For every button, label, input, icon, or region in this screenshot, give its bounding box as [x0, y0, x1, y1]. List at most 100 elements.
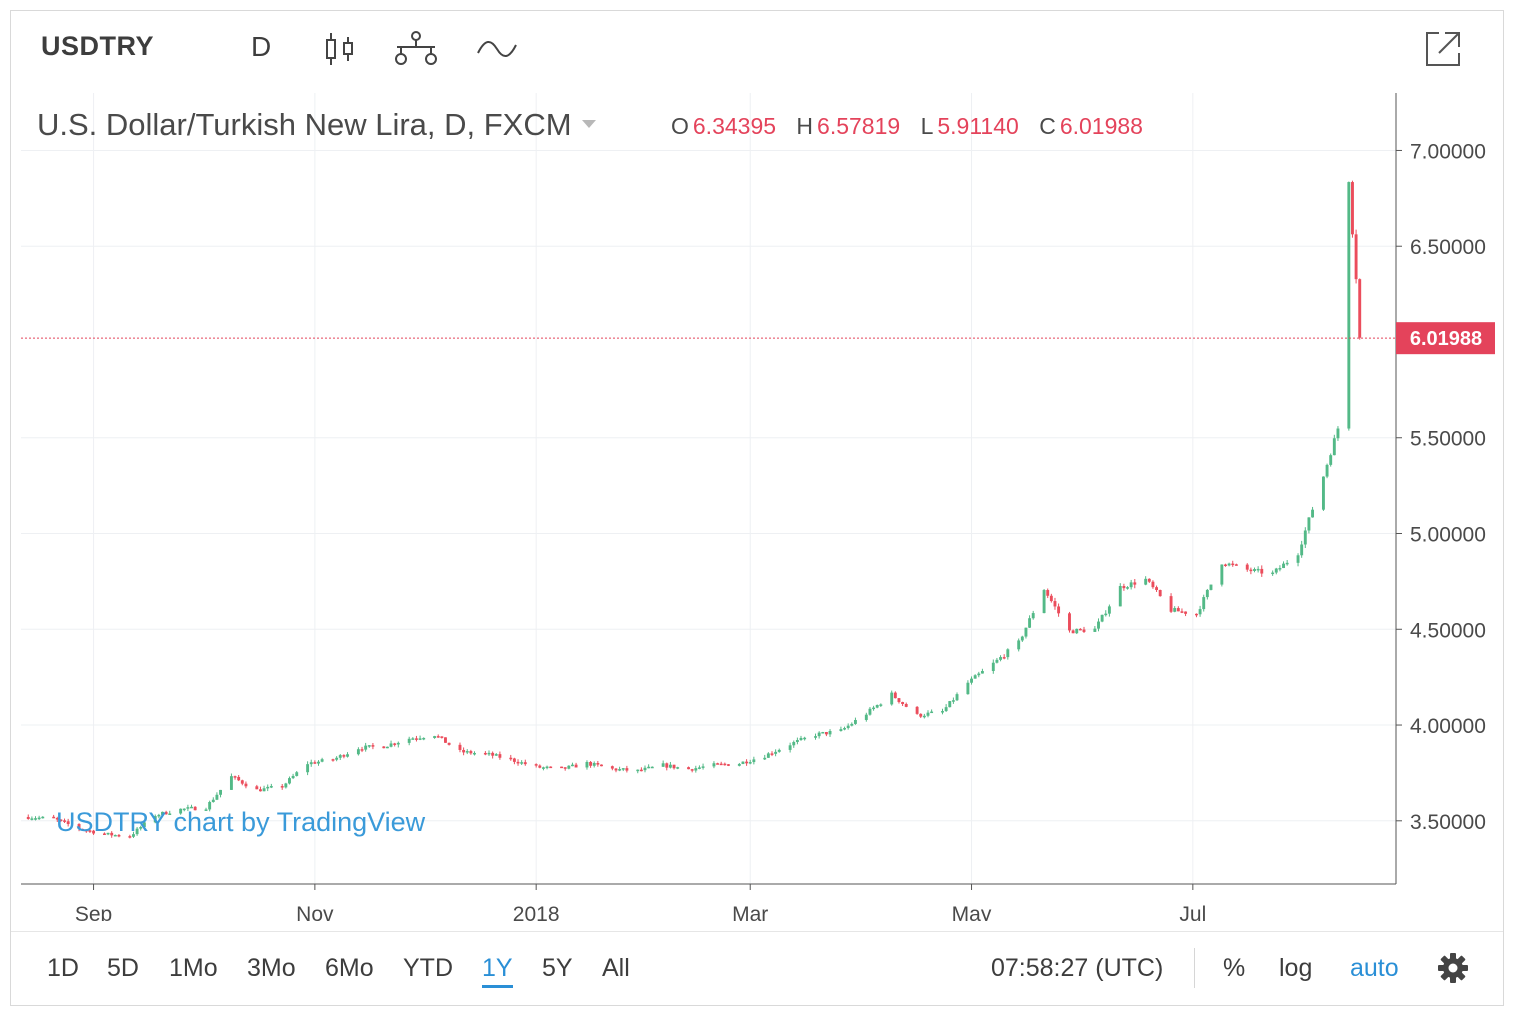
- candle-body: [59, 819, 63, 822]
- candle-body: [777, 749, 781, 752]
- candle-body: [367, 745, 371, 747]
- candle-body: [128, 836, 132, 838]
- dropdown-caret-icon[interactable]: [581, 119, 596, 128]
- candle-body: [371, 745, 375, 747]
- candle-body: [483, 752, 487, 755]
- candle-body: [1118, 586, 1122, 607]
- candle-body: [473, 752, 476, 755]
- candle-body: [897, 698, 901, 703]
- series-title[interactable]: U.S. Dollar/Turkish New Lira, D, FXCM: [37, 107, 572, 142]
- candle-body: [1144, 578, 1148, 585]
- candle-body: [360, 749, 364, 751]
- candles: [26, 180, 1362, 839]
- candle-body: [1068, 613, 1071, 631]
- candle-body: [549, 766, 553, 769]
- y-tick-label: 5.00000: [1410, 524, 1486, 547]
- candle-body: [153, 816, 157, 823]
- candle-body: [1126, 587, 1129, 589]
- candle-body: [288, 778, 291, 784]
- candle-body: [331, 759, 335, 761]
- candle-body: [168, 813, 172, 815]
- range-all[interactable]: All: [602, 954, 630, 982]
- candle-body: [951, 700, 955, 702]
- candle-body: [436, 736, 440, 738]
- candle-body: [66, 821, 70, 825]
- candlestick-icon[interactable]: [323, 29, 357, 69]
- candle-body: [766, 753, 770, 758]
- candle-body: [1133, 582, 1137, 585]
- candle-body: [763, 757, 767, 760]
- candle-body: [850, 723, 854, 726]
- range-6mo[interactable]: 6Mo: [325, 954, 374, 982]
- candle-body: [538, 765, 542, 768]
- candle-body: [447, 742, 451, 745]
- range-1d[interactable]: 1D: [47, 954, 79, 982]
- range-1mo[interactable]: 1Mo: [169, 954, 218, 982]
- candle-body: [574, 764, 578, 768]
- candle-body: [1046, 590, 1050, 596]
- candle-body: [1245, 564, 1249, 570]
- candle-body: [875, 704, 879, 708]
- candle-body: [970, 678, 973, 683]
- auto-toggle[interactable]: auto: [1350, 954, 1399, 982]
- range-5y[interactable]: 5Y: [542, 954, 573, 982]
- price-chart[interactable]: 7.00000 6.50000 5.50000 5.00000 4.50000 4.000…: [11, 11, 1505, 921]
- gear-icon[interactable]: [1435, 950, 1471, 986]
- candle-body: [258, 789, 262, 792]
- utc-clock[interactable]: 07:58:27 (UTC): [991, 954, 1164, 982]
- candle-body: [52, 816, 56, 819]
- candle-body: [385, 746, 389, 749]
- candle-body: [1347, 182, 1351, 429]
- candle-body: [1325, 464, 1329, 477]
- candle-body: [944, 707, 948, 712]
- candle-body: [973, 675, 977, 679]
- range-ytd[interactable]: YTD: [403, 954, 453, 982]
- range-1y[interactable]: 1Y: [482, 954, 513, 988]
- candle-body: [1169, 596, 1173, 612]
- candle-body: [34, 818, 37, 820]
- candle-body: [280, 786, 284, 788]
- open-value: 6.34395: [692, 113, 777, 139]
- candle-body: [1093, 628, 1097, 632]
- candle-body: [941, 711, 944, 713]
- last-price-badge: [1396, 322, 1495, 355]
- candle-body: [618, 769, 622, 771]
- candle-body: [30, 818, 34, 820]
- range-5d[interactable]: 5D: [107, 954, 139, 982]
- candle-body: [864, 714, 868, 720]
- y-tick-label: 5.50000: [1410, 428, 1486, 451]
- percent-toggle[interactable]: %: [1223, 954, 1246, 982]
- compare-icon[interactable]: [391, 29, 441, 69]
- candle-body: [204, 809, 208, 811]
- candle-body: [1303, 530, 1307, 545]
- candle-body: [999, 657, 1003, 660]
- candle-body: [901, 702, 905, 705]
- candle-body: [407, 738, 411, 743]
- symbol-search[interactable]: USDTRY: [41, 31, 155, 61]
- indicators-icon[interactable]: [476, 29, 518, 69]
- popout-icon[interactable]: [1423, 29, 1463, 69]
- candle-body: [1097, 621, 1100, 629]
- candle-body: [980, 671, 984, 674]
- candle-body: [1231, 563, 1235, 566]
- tradingview-link[interactable]: USDTRY chart by TradingView: [56, 807, 426, 837]
- candle-body: [444, 737, 447, 743]
- candle-body: [1155, 587, 1159, 590]
- candle-body: [868, 708, 872, 715]
- candle-body: [157, 814, 161, 817]
- candle-body: [1300, 544, 1304, 556]
- candle-body: [1195, 613, 1198, 616]
- interval-selector[interactable]: D: [251, 31, 272, 62]
- candle-body: [774, 751, 778, 754]
- log-toggle[interactable]: log: [1279, 954, 1313, 982]
- x-axis-labels: Sep Nov 2018 Mar May Jul: [75, 903, 1206, 921]
- range-3mo[interactable]: 3Mo: [247, 954, 296, 982]
- candle-body: [639, 769, 643, 772]
- candle-body: [614, 768, 618, 771]
- candle-body: [208, 802, 212, 810]
- candle-body: [462, 749, 466, 753]
- last-price-marker: 6.01988: [21, 322, 1495, 355]
- candle-body: [948, 701, 952, 708]
- candle-body: [1151, 581, 1155, 588]
- candle-body: [92, 830, 96, 834]
